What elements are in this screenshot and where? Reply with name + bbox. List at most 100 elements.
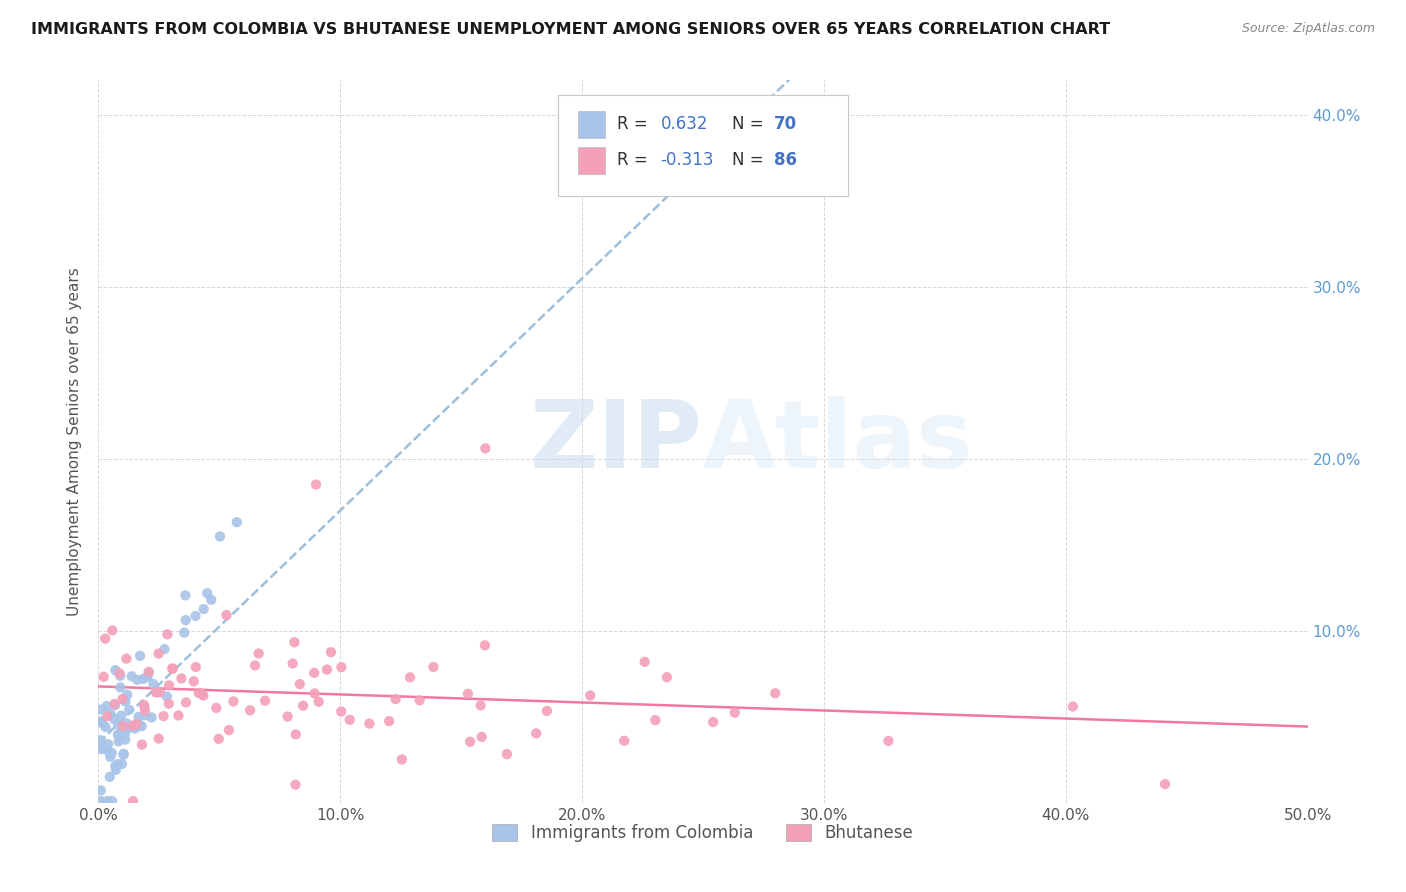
Point: [121, 669, 143, 683]
Point: [124, 722, 146, 736]
Point: [134, 699, 156, 714]
Point: [174, 695, 197, 709]
Point: [156, 627, 179, 641]
Point: [138, 665, 160, 680]
Point: [101, 794, 124, 808]
Point: [304, 686, 326, 700]
Point: [302, 665, 325, 680]
Point: [243, 658, 266, 673]
Point: [277, 709, 299, 723]
Point: [308, 695, 330, 709]
Point: [184, 660, 207, 674]
Point: [222, 694, 245, 708]
Point: [111, 729, 134, 743]
Point: [125, 717, 148, 731]
Point: [107, 727, 129, 741]
Point: [184, 608, 207, 623]
Bar: [578, 147, 605, 174]
Point: [122, 794, 145, 808]
Point: [205, 701, 228, 715]
Bar: [578, 111, 605, 138]
Point: [148, 647, 170, 661]
Point: [153, 642, 176, 657]
Point: [101, 624, 124, 638]
Point: [120, 720, 142, 734]
Point: [114, 695, 136, 709]
Point: [316, 663, 339, 677]
Point: [157, 697, 180, 711]
Point: [281, 657, 304, 671]
Point: [471, 730, 494, 744]
Point: [173, 625, 195, 640]
Point: [148, 731, 170, 746]
Point: [90, 783, 112, 797]
Point: [191, 687, 214, 701]
Point: [634, 655, 657, 669]
Point: [128, 710, 150, 724]
Point: [97, 744, 120, 758]
Point: [118, 703, 141, 717]
Point: [104, 663, 127, 677]
Point: [134, 708, 156, 723]
Point: [134, 703, 156, 717]
Point: [474, 442, 496, 456]
Point: [100, 707, 122, 722]
Point: [193, 602, 215, 616]
Point: [524, 726, 547, 740]
Point: [98, 750, 121, 764]
Point: [138, 665, 160, 679]
Text: Source: ZipAtlas.com: Source: ZipAtlas.com: [1241, 22, 1375, 36]
Point: [107, 717, 129, 731]
Point: [330, 705, 353, 719]
Point: [200, 593, 222, 607]
Point: [724, 706, 747, 720]
Point: [145, 685, 167, 699]
Legend: Immigrants from Colombia, Bhutanese: Immigrants from Colombia, Bhutanese: [485, 817, 921, 848]
Point: [149, 685, 172, 699]
Point: [160, 662, 183, 676]
Point: [284, 778, 307, 792]
Point: [96, 709, 118, 723]
Point: [108, 666, 131, 681]
Point: [225, 515, 247, 529]
Point: [613, 733, 636, 747]
Point: [115, 716, 138, 731]
Point: [496, 747, 519, 761]
Text: IMMIGRANTS FROM COLOMBIA VS BHUTANESE UNEMPLOYMENT AMONG SENIORS OVER 65 YEARS C: IMMIGRANTS FROM COLOMBIA VS BHUTANESE UN…: [31, 22, 1111, 37]
Point: [132, 672, 155, 686]
Point: [111, 692, 134, 706]
Point: [330, 660, 353, 674]
Point: [111, 719, 134, 733]
Point: [156, 690, 179, 704]
Text: R =: R =: [617, 115, 654, 133]
Point: [384, 692, 406, 706]
Point: [104, 698, 127, 713]
Point: [655, 670, 678, 684]
Point: [131, 738, 153, 752]
Point: [208, 529, 231, 543]
Point: [183, 674, 205, 689]
Point: [458, 735, 481, 749]
Point: [284, 727, 307, 741]
Point: [94, 632, 117, 646]
Point: [305, 477, 328, 491]
Point: [170, 672, 193, 686]
Point: [167, 708, 190, 723]
Point: [422, 660, 444, 674]
Point: [339, 713, 361, 727]
Point: [110, 726, 132, 740]
Point: [90, 742, 112, 756]
Point: [90, 702, 112, 716]
Point: [1154, 777, 1177, 791]
Point: [108, 730, 131, 744]
Text: N =: N =: [733, 115, 769, 133]
Point: [114, 726, 136, 740]
Point: [152, 709, 174, 723]
Point: [319, 645, 342, 659]
Point: [247, 647, 270, 661]
Point: [98, 770, 121, 784]
Point: [110, 669, 132, 683]
Point: [391, 752, 413, 766]
Point: [474, 638, 496, 652]
Point: [162, 661, 184, 675]
